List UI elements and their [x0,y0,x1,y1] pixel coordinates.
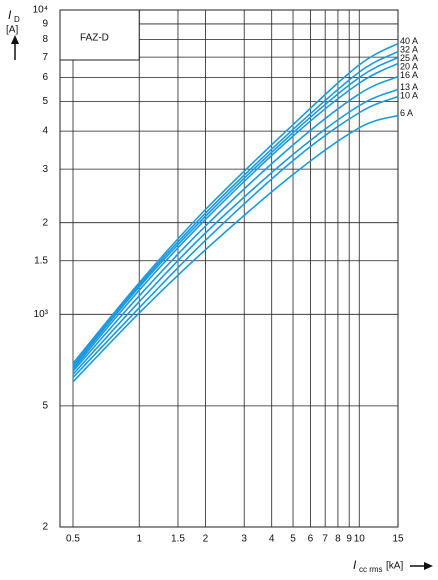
curve [72,114,399,383]
y-tick-label: 8 [42,34,48,45]
x-tick-label: 2 [203,534,209,545]
x-tick-label: 0.5 [66,534,80,545]
x-tick-label: 15 [392,534,404,545]
x-label-subscript: cc rms [359,565,383,574]
y-tick-label: 7 [42,52,48,63]
curve [72,88,399,375]
series-label: 10 A [400,90,418,100]
y-tick-label: 2 [42,522,48,533]
y-tick-label: 5 [42,96,48,107]
x-tick-label: 3 [241,534,247,545]
x-tick-label: 7 [322,534,328,545]
series-label: 6 A [400,108,413,118]
x-tick-label: 8 [335,534,341,545]
y-tick-label: 10⁴ [33,5,48,16]
x-tick-label: 1 [136,534,142,545]
y-tick-label: 9 [42,19,48,30]
x-tick-label: 9 [346,534,352,545]
x-tick-label: 10 [354,534,366,545]
series-label: 20 A [400,61,418,71]
series-label: 40 A [400,36,418,46]
y-tick-label: 6 [42,72,48,83]
curve [72,56,399,368]
series-label: 16 A [400,70,418,80]
annotation-box [59,9,140,61]
series-label: 13 A [400,82,418,92]
y-arrowhead [11,35,19,44]
y-label-subscript: D [14,15,20,24]
y-tick-label: 2 [42,217,48,228]
series-label: 25 A [400,53,418,63]
curve [72,42,399,364]
y-tick-label: 4 [42,126,48,137]
y-tick-label: 1.5 [34,255,48,266]
curve [72,75,399,372]
y-tick-label: 5 [42,401,48,412]
curve [72,50,399,366]
frame [59,9,399,528]
y-label-symbol: I [8,8,12,22]
x-label-symbol: I [353,558,357,572]
curve [72,62,399,370]
x-tick-label: 1.5 [171,534,185,545]
x-arrowhead [424,562,433,570]
x-tick-label: 4 [269,534,275,545]
annotation: FAZ-D [80,33,109,44]
x-tick-label: 5 [290,534,296,545]
x-tick-label: 6 [308,534,314,545]
y-label-unit: [A] [6,25,18,36]
x-label-unit: [kA] [386,561,403,572]
y-tick-label: 3 [42,164,48,175]
curve [72,95,399,379]
y-tick-label: 10³ [34,309,49,320]
series-label: 32 A [400,44,418,54]
